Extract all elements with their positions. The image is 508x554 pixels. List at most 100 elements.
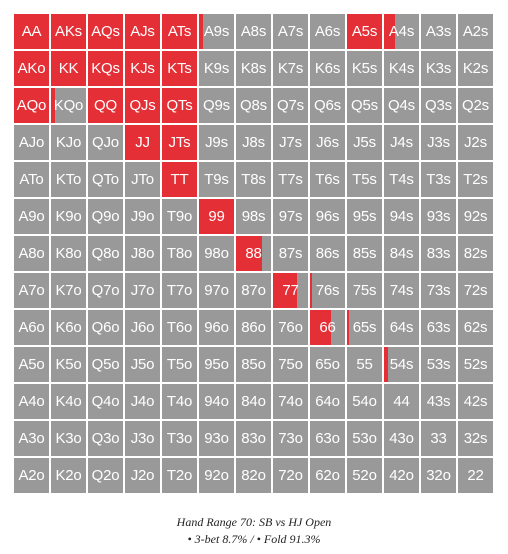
hand-label: JTo: [131, 171, 154, 188]
hand-label: Q6s: [314, 97, 341, 114]
hand-cell: Q2s: [458, 88, 493, 123]
hand-range-grid: AA AKs AQs AJs ATs A9s A8s A7s A6s A5s A4s A3s A2s AK…: [13, 13, 494, 494]
hand-cell: 88: [236, 236, 271, 271]
hand-label: 99: [208, 208, 225, 225]
raise-fill: [162, 14, 197, 49]
hand-label: T8s: [241, 171, 266, 188]
hand-cell: KTo: [51, 162, 86, 197]
hand-cell: 95o: [199, 347, 234, 382]
hand-label: T3s: [426, 171, 451, 188]
hand-label: T2o: [166, 467, 193, 484]
hand-label: K4o: [55, 393, 82, 410]
hand-label: A8s: [240, 23, 267, 40]
hand-label: T7o: [166, 282, 193, 299]
hand-label: KQs: [91, 60, 120, 77]
hand-label: 98o: [204, 245, 229, 262]
hand-cell: 93s: [421, 199, 456, 234]
hand-label: AQs: [91, 23, 120, 40]
hand-label: J4o: [130, 393, 155, 410]
hand-cell: 97o: [199, 273, 234, 308]
hand-cell: 65s: [347, 310, 382, 345]
hand-label: 65o: [315, 356, 340, 373]
hand-label: A2s: [462, 23, 489, 40]
hand-label: J7o: [130, 282, 155, 299]
hand-label: 82s: [463, 245, 488, 262]
hand-cell: T5o: [162, 347, 197, 382]
hand-cell: 83o: [236, 421, 271, 456]
hand-label: Q4s: [388, 97, 415, 114]
hand-cell: QQ: [88, 88, 123, 123]
hand-label: 76s: [315, 282, 340, 299]
hand-label: K6s: [314, 60, 341, 77]
hand-label: ATs: [167, 23, 192, 40]
hand-cell: 85o: [236, 347, 271, 382]
raise-fill: [162, 125, 197, 160]
hand-cell: T7s: [273, 162, 308, 197]
hand-label: 63o: [315, 430, 340, 447]
hand-cell: KTs: [162, 51, 197, 86]
hand-cell: QJs: [125, 88, 160, 123]
hand-label: KTs: [167, 60, 192, 77]
hand-cell: T6s: [310, 162, 345, 197]
hand-label: AA: [21, 23, 42, 40]
hand-label: 75o: [278, 356, 303, 373]
hand-label: 97o: [204, 282, 229, 299]
hand-cell: 72s: [458, 273, 493, 308]
hand-cell: A5o: [14, 347, 49, 382]
range-stats: • 3-bet 8.7% / • Fold 91.3%: [187, 532, 321, 546]
hand-cell: 43s: [421, 384, 456, 419]
hand-label: 65s: [352, 319, 377, 336]
raise-fill: [162, 88, 197, 123]
hand-cell: A6s: [310, 14, 345, 49]
hand-cell: J6s: [310, 125, 345, 160]
hand-cell: JTo: [125, 162, 160, 197]
hand-label: A3s: [425, 23, 452, 40]
hand-label: J3o: [130, 430, 155, 447]
hand-cell: Q4o: [88, 384, 123, 419]
hand-cell: ATs: [162, 14, 197, 49]
hand-cell: 77: [273, 273, 308, 308]
hand-cell: A3o: [14, 421, 49, 456]
hand-cell: 52o: [347, 458, 382, 493]
hand-label: AJs: [130, 23, 155, 40]
hand-label: 73s: [426, 282, 451, 299]
hand-label: 75s: [352, 282, 377, 299]
hand-cell: Q9o: [88, 199, 123, 234]
hand-label: QTs: [166, 97, 193, 114]
hand-cell: 73o: [273, 421, 308, 456]
hand-cell: K7o: [51, 273, 86, 308]
hand-label: 52s: [463, 356, 488, 373]
hand-label: K7o: [55, 282, 82, 299]
hand-label: J8o: [130, 245, 155, 262]
hand-label: Q4o: [91, 393, 120, 410]
hand-label: 93o: [204, 430, 229, 447]
hand-cell: Q6s: [310, 88, 345, 123]
hand-cell: QTo: [88, 162, 123, 197]
hand-label: K5o: [55, 356, 82, 373]
hand-label: J7s: [279, 134, 302, 151]
hand-label: 63s: [426, 319, 451, 336]
hand-cell: K6s: [310, 51, 345, 86]
hand-label: T5s: [352, 171, 377, 188]
hand-cell: AQs: [88, 14, 123, 49]
hand-cell: A7s: [273, 14, 308, 49]
hand-cell: K2o: [51, 458, 86, 493]
hand-label: K7s: [277, 60, 304, 77]
hand-label: 93s: [426, 208, 451, 225]
hand-label: 74s: [389, 282, 414, 299]
hand-cell: J2o: [125, 458, 160, 493]
hand-label: 77: [282, 282, 299, 299]
hand-cell: Q9s: [199, 88, 234, 123]
hand-cell: 54o: [347, 384, 382, 419]
hand-label: 22: [467, 467, 484, 484]
hand-cell: 72o: [273, 458, 308, 493]
raise-fill: [347, 310, 349, 345]
hand-cell: K5s: [347, 51, 382, 86]
hand-label: J2o: [130, 467, 155, 484]
hand-label: A9o: [18, 208, 45, 225]
hand-label: Q9s: [203, 97, 230, 114]
hand-label: 92o: [204, 467, 229, 484]
hand-label: Q2o: [91, 467, 120, 484]
hand-label: K4s: [388, 60, 415, 77]
hand-label: A7o: [18, 282, 45, 299]
